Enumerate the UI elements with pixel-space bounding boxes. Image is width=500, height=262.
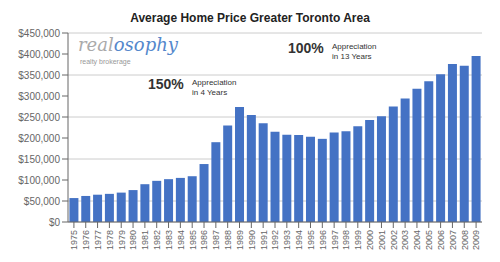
svg-text:2006: 2006 — [436, 230, 446, 250]
svg-text:2003: 2003 — [401, 230, 411, 250]
svg-text:1979: 1979 — [117, 230, 127, 250]
svg-text:1989: 1989 — [235, 230, 245, 250]
svg-text:1995: 1995 — [306, 230, 316, 250]
svg-text:1981: 1981 — [140, 230, 150, 250]
svg-text:2001: 2001 — [377, 230, 387, 250]
svg-text:$400,000: $400,000 — [18, 49, 60, 60]
svg-text:1984: 1984 — [176, 230, 186, 250]
svg-text:$450,000: $450,000 — [18, 28, 60, 39]
svg-text:1996: 1996 — [318, 230, 328, 250]
svg-text:1999: 1999 — [353, 230, 363, 250]
svg-text:1983: 1983 — [164, 230, 174, 250]
svg-text:1986: 1986 — [199, 230, 209, 250]
svg-text:2002: 2002 — [389, 230, 399, 250]
svg-text:2009: 2009 — [471, 230, 481, 250]
html-text:in 13 Years: in 13 Years — [332, 52, 372, 61]
html-text:realty brokerage: realty brokerage — [80, 58, 131, 65]
svg-text:1988: 1988 — [223, 230, 233, 250]
svg-text:1997: 1997 — [330, 230, 340, 250]
html-text:in 4 Years: in 4 Years — [192, 88, 228, 97]
html-text:Average Home Price Greater Tor: Average Home Price Greater Toronto Area — [130, 11, 370, 25]
svg-text:1975: 1975 — [69, 230, 79, 250]
svg-text:2000: 2000 — [365, 230, 375, 250]
svg-text:1998: 1998 — [341, 230, 351, 250]
svg-text:$50,000: $50,000 — [24, 196, 61, 207]
svg-text:1987: 1987 — [211, 230, 221, 250]
svg-text:1990: 1990 — [247, 230, 257, 250]
svg-text:2007: 2007 — [448, 230, 458, 250]
html-text:100%: 100% — [288, 40, 324, 56]
svg-text:1982: 1982 — [152, 230, 162, 250]
svg-text:1994: 1994 — [294, 230, 304, 250]
svg-text:$0: $0 — [49, 217, 61, 228]
svg-text:$100,000: $100,000 — [18, 175, 60, 186]
svg-text:1985: 1985 — [188, 230, 198, 250]
html-text:Appreciation: Appreciation — [332, 42, 377, 51]
svg-text:$150,000: $150,000 — [18, 154, 60, 165]
svg-text:$200,000: $200,000 — [18, 133, 60, 144]
svg-text:1978: 1978 — [105, 230, 115, 250]
svg-text:1977: 1977 — [93, 230, 103, 250]
svg-text:1992: 1992 — [270, 230, 280, 250]
svg-text:$300,000: $300,000 — [18, 91, 60, 102]
svg-text:$350,000: $350,000 — [18, 70, 60, 81]
svg-text:1993: 1993 — [282, 230, 292, 250]
svg-text:2005: 2005 — [424, 230, 434, 250]
svg-text:1991: 1991 — [259, 230, 269, 250]
html-text:real osophy: real osophy — [78, 34, 178, 55]
svg-text:2008: 2008 — [460, 230, 470, 250]
html-text:Appreciation: Appreciation — [192, 78, 237, 87]
html-text:150%: 150% — [148, 76, 184, 92]
svg-text:1980: 1980 — [128, 230, 138, 250]
svg-text:$250,000: $250,000 — [18, 112, 60, 123]
svg-text:1976: 1976 — [81, 230, 91, 250]
svg-text:2004: 2004 — [412, 230, 422, 250]
